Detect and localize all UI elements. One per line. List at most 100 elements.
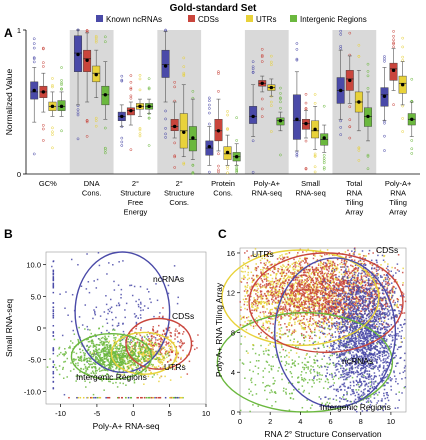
point-2 — [321, 272, 323, 275]
point-2 — [347, 295, 349, 298]
point-2 — [293, 331, 295, 333]
point-0 — [61, 334, 64, 337]
point-1 — [292, 276, 294, 278]
point-1 — [285, 274, 288, 276]
point-2 — [301, 283, 304, 286]
point-2 — [131, 352, 133, 355]
point-2 — [117, 344, 119, 347]
point-1 — [248, 258, 251, 260]
point-0 — [108, 310, 111, 313]
point-2 — [323, 320, 325, 322]
point-1 — [149, 369, 151, 372]
point-1 — [262, 275, 264, 277]
point-1 — [257, 297, 259, 299]
point-1 — [365, 270, 368, 272]
point-0 — [316, 371, 319, 374]
point-1 — [249, 287, 251, 290]
point-2 — [275, 277, 277, 280]
point-0 — [323, 346, 325, 348]
point-2 — [295, 316, 298, 319]
point-3 — [105, 364, 108, 367]
point-2 — [375, 280, 378, 282]
point-2 — [259, 311, 262, 314]
point-1 — [324, 277, 327, 279]
point-3 — [101, 325, 104, 328]
annotation-2: UTRs — [164, 362, 186, 372]
marginal-y-point — [52, 360, 55, 362]
point-0 — [286, 354, 288, 357]
point-0 — [309, 407, 312, 409]
point-2 — [261, 297, 264, 300]
point-2 — [391, 290, 394, 293]
point-2 — [316, 277, 319, 280]
point-0 — [304, 357, 306, 360]
point-0 — [240, 343, 242, 345]
point-3 — [153, 374, 155, 376]
point-0 — [113, 289, 116, 291]
point-2 — [307, 298, 310, 300]
point-1 — [328, 260, 330, 263]
point-0 — [272, 356, 274, 358]
point-2 — [285, 292, 287, 295]
point-0 — [250, 381, 253, 384]
point-3 — [69, 370, 72, 372]
point-1 — [345, 262, 347, 264]
point-2 — [371, 264, 374, 267]
point-3 — [131, 354, 133, 356]
point-0 — [312, 366, 314, 368]
point-3 — [103, 368, 106, 371]
point-0 — [312, 379, 315, 382]
point-0 — [303, 368, 305, 371]
point-1 — [179, 346, 182, 349]
point-3 — [113, 352, 115, 354]
point-0 — [321, 358, 323, 360]
point-3 — [106, 347, 109, 350]
point-1 — [306, 291, 308, 294]
point-0 — [87, 328, 89, 331]
point-1 — [293, 303, 295, 306]
point-1 — [294, 323, 296, 325]
point-2 — [153, 352, 156, 354]
point-2 — [396, 269, 399, 271]
point-2 — [280, 315, 283, 318]
point-3 — [77, 362, 79, 364]
point-0 — [112, 328, 115, 330]
point-2 — [333, 288, 336, 291]
point-3 — [135, 370, 138, 373]
point-2 — [312, 281, 315, 284]
point-2 — [274, 291, 276, 293]
point-1 — [256, 308, 258, 310]
point-3 — [134, 361, 136, 364]
box-4-0-outlier — [208, 96, 211, 100]
point-2 — [284, 307, 286, 310]
point-2 — [288, 252, 291, 254]
point-1 — [246, 284, 249, 287]
point-0 — [319, 323, 321, 326]
point-2 — [338, 252, 340, 254]
point-0 — [81, 324, 84, 326]
point-3 — [100, 357, 102, 359]
point-3 — [97, 359, 100, 361]
point-3 — [119, 339, 121, 342]
point-3 — [151, 376, 154, 378]
point-2 — [302, 286, 304, 289]
point-3 — [82, 368, 85, 370]
point-1 — [317, 297, 319, 300]
point-1 — [328, 280, 331, 282]
point-1 — [287, 276, 290, 278]
point-2 — [323, 280, 325, 282]
point-0 — [282, 333, 285, 336]
point-3 — [82, 359, 85, 361]
point-0 — [146, 288, 149, 290]
point-2 — [317, 325, 320, 328]
point-3 — [90, 360, 92, 363]
point-2 — [264, 264, 267, 266]
point-3 — [129, 352, 131, 354]
point-1 — [304, 299, 307, 301]
point-1 — [328, 253, 330, 256]
point-1 — [304, 336, 307, 339]
point-1 — [351, 284, 353, 286]
point-2 — [263, 262, 265, 265]
point-2 — [286, 281, 289, 284]
point-3 — [137, 354, 140, 357]
